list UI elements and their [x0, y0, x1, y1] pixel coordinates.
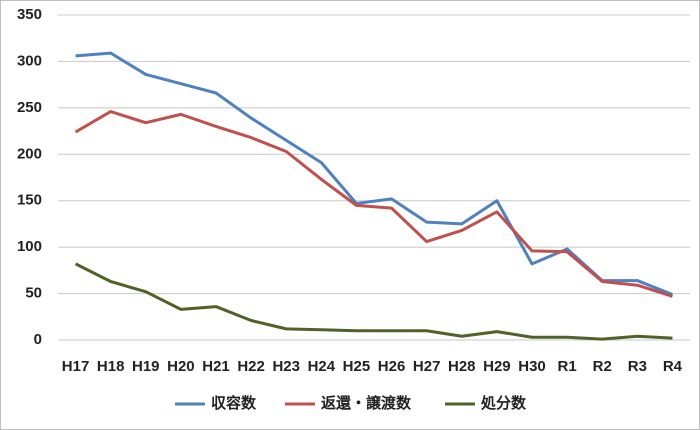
- x-tick-label: H21: [202, 358, 230, 375]
- x-tick-label: R2: [593, 358, 612, 375]
- y-tick-label: 50: [25, 285, 42, 302]
- y-tick-label: 350: [17, 6, 42, 23]
- x-tick-label: H19: [132, 358, 160, 375]
- y-tick-label: 150: [17, 192, 42, 209]
- x-tick-label: H26: [378, 358, 406, 375]
- x-tick-label: H30: [518, 358, 546, 375]
- x-tick-label: H18: [97, 358, 125, 375]
- y-tick-label: 300: [17, 52, 42, 69]
- x-tick-label: H29: [483, 358, 511, 375]
- legend-label: 処分数: [480, 394, 527, 412]
- x-tick-label: R4: [663, 358, 683, 375]
- x-tick-label: H23: [272, 358, 300, 375]
- x-tick-label: H24: [308, 358, 336, 375]
- series-line: [74, 110, 673, 298]
- x-tick-label: R1: [558, 358, 577, 375]
- y-tick-label: 200: [17, 145, 42, 162]
- legend-label: 収容数: [211, 394, 257, 412]
- series-line: [75, 51, 673, 296]
- y-tick-label: 100: [17, 238, 42, 255]
- x-tick-label: H28: [448, 358, 476, 375]
- x-tick-label: R3: [628, 358, 647, 375]
- series-line: [74, 262, 673, 341]
- y-tick-label: 250: [17, 99, 42, 116]
- x-tick-label: H22: [237, 358, 265, 375]
- legend-label: 返還・譲渡数: [321, 394, 412, 412]
- x-tick-label: H17: [62, 358, 90, 375]
- x-tick-label: H27: [413, 358, 441, 375]
- x-tick-label: H25: [343, 358, 371, 375]
- x-tick-label: H20: [167, 358, 195, 375]
- y-tick-label: 0: [34, 331, 42, 348]
